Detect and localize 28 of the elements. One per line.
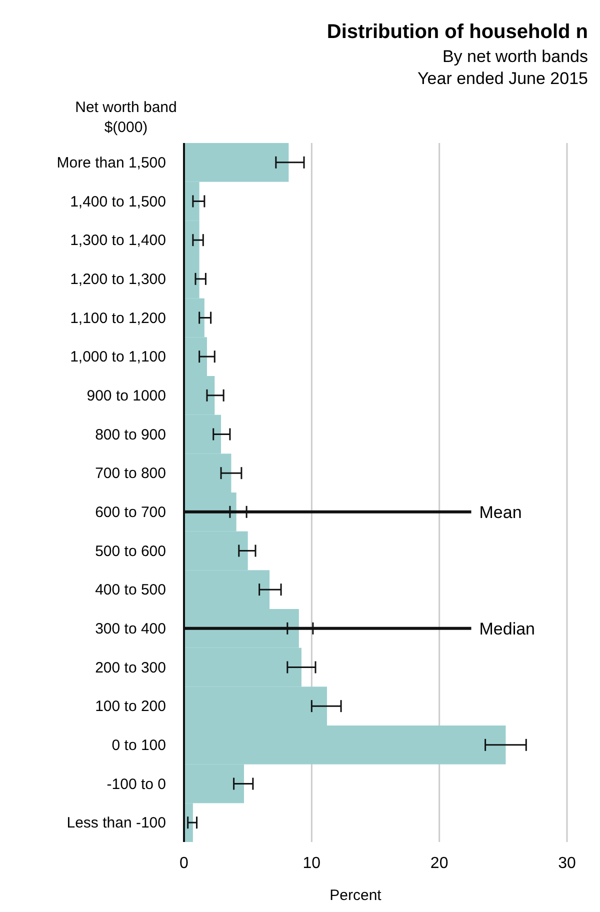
y-tick-label: 900 to 1000: [86, 387, 166, 404]
chart-title: Distribution of household n: [326, 21, 588, 43]
y-tick-label: 800 to 900: [95, 426, 166, 444]
y-tick-label: 300 to 400: [95, 620, 166, 638]
y-tick-label: 1,100 to 1,200: [70, 310, 166, 327]
x-tick-label: 30: [558, 855, 576, 872]
y-tick-label: 200 to 300: [95, 659, 166, 676]
y-tick-label: 500 to 600: [95, 542, 166, 560]
y-tick-label: 1,300 to 1,400: [70, 232, 166, 250]
x-tick-label: 0: [180, 855, 189, 872]
ref-line-label: Median: [479, 619, 536, 638]
y-tick-label: 1,200 to 1,300: [70, 270, 166, 288]
ref-line-label: Mean: [479, 502, 522, 522]
y-tick-label: 100 to 200: [95, 698, 166, 716]
y-tick-label: 1,400 to 1,500: [70, 193, 166, 210]
y-tick-label: -100 to 0: [106, 776, 166, 793]
y-tick-label: 0 to 100: [112, 736, 166, 754]
y-tick-label: Less than -100: [66, 814, 166, 832]
y-tick-label: 600 to 700: [95, 504, 166, 521]
x-tick-label: 20: [430, 855, 448, 872]
x-axis-title: Percent: [330, 887, 382, 904]
y-tick-label: 700 to 800: [95, 465, 166, 482]
y-tick-label: 1,000 to 1,100: [70, 348, 166, 366]
y-tick-label: More than 1,500: [56, 154, 166, 172]
x-tick-label: 10: [302, 855, 321, 872]
y-axis-title: Net worth band $(000): [75, 99, 177, 136]
chart-subtitle: By net worth bands Year ended June 2015: [418, 47, 588, 88]
y-tick-label: 400 to 500: [95, 582, 166, 599]
